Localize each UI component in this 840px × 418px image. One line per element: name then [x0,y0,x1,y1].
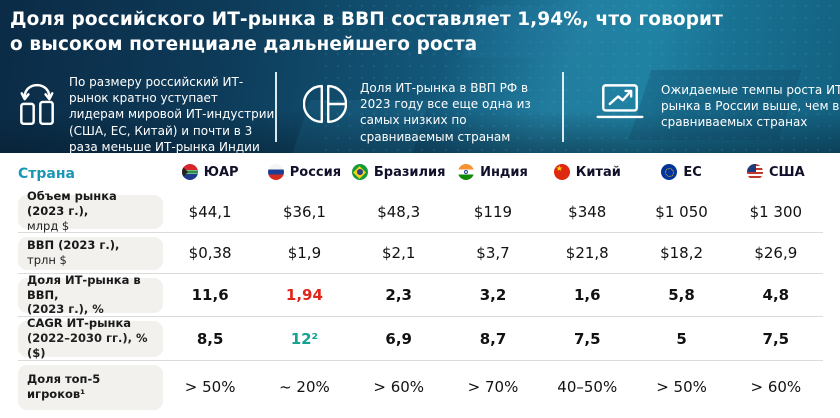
page-title-line2: о высоком потенциале дальнейшего роста [10,34,478,56]
country-header-south-africa: ЮАР [163,164,257,180]
cell-value: $18,2 [660,244,704,262]
cell-value: $21,8 [565,244,609,262]
row-label: Объем рынка (2023 г.), млрд $ [18,189,163,233]
cell-value: 4,8 [762,286,790,304]
callout-text: По размеру российский ИТ-рынок кратно ус… [69,75,275,153]
cell-value: 7,5 [573,329,601,348]
table-row-top5-share: Доля топ-5 игроков¹ > 50% ~ 20% > 60% > … [18,360,823,413]
cell-value: $3,7 [476,244,510,262]
country-header-eu: ЕС [634,164,728,180]
table-row-gdp: ВВП (2023 г.), трлн $ $0,38 $1,9 $2,1 $3… [18,232,823,273]
table-row-market-volume: Объем рынка (2023 г.), млрд $ $44,1 $36,… [18,189,823,233]
cell-value: 11,6 [191,286,229,304]
russia-flag-icon [267,164,284,180]
cell-value: 3,2 [479,286,507,304]
page-title: Доля российского ИТ-рынка в ВВП составля… [0,0,840,57]
country-header-china: Китай [540,164,634,180]
country-header-india: Индия [446,164,540,180]
header-banner: Доля российского ИТ-рынка в ВВП составля… [0,0,840,153]
usa-flag-icon [746,164,763,180]
cell-value: > 70% [467,378,519,396]
cell-value: $1,9 [287,244,322,262]
callout-text: Доля ИТ-рынка в ВВП РФ в 2023 году все е… [360,81,531,144]
cell-value: 2,3 [385,286,412,304]
devices-transfer-icon [18,74,56,153]
laptop-growth-icon [594,82,646,130]
country-header-brazil: Бразилия [351,164,446,180]
row-label: CAGR ИТ-рынка (2022–2030 гг.), % ($) [18,316,163,360]
cell-value: > 60% [373,378,425,396]
cell-value: $2,1 [382,244,416,262]
cell-value: $348 [568,202,607,221]
table-body: Объем рынка (2023 г.), млрд $ $44,1 $36,… [18,189,823,413]
cell-value: 5 [676,329,687,348]
cell-value: 8,5 [196,329,224,348]
row-label: ВВП (2023 г.), трлн $ [18,236,163,270]
cell-value-highlight-red: 1,94 [285,286,323,304]
cell-value: 1,6 [573,286,601,304]
cell-value: $48,3 [377,202,421,221]
cell-value: $1 050 [655,202,708,221]
vertical-divider [275,72,277,143]
brazil-flag-icon [351,164,368,180]
callout-text: Ожидаемые темпы роста ИТ-рынка в России … [661,83,840,130]
row-label: Доля топ-5 игроков¹ [18,364,163,410]
cell-value: 5,8 [668,286,695,304]
comparison-table: Страна ЮАР Россия Бразилия Индия Китай [0,153,840,413]
cell-value: $26,9 [754,244,798,262]
china-flag-icon [553,164,570,180]
key-findings: По размеру российский ИТ-рынок кратно ус… [0,64,840,153]
south-africa-flag-icon [181,164,198,180]
banner-texture [320,0,840,153]
callout-market-size: По размеру российский ИТ-рынок кратно ус… [0,64,275,153]
cell-value: > 50% [184,378,236,396]
cell-value: 8,7 [479,329,507,348]
table-row-it-share-of-gdp: Доля ИТ-рынка в ВВП, (2023 г.), % 11,6 1… [18,273,823,316]
eu-flag-icon [661,164,678,180]
column-header-country: Страна [18,165,75,182]
cell-value: > 50% [656,378,707,396]
cell-value: ~ 20% [279,378,330,396]
table-header-row: Страна ЮАР Россия Бразилия Индия Китай [18,153,823,191]
vertical-divider [562,72,564,143]
table-row-cagr: CAGR ИТ-рынка (2022–2030 гг.), % ($) 8,5… [18,316,823,360]
cell-value: 40–50% [557,378,618,396]
callout-growth-rate: Ожидаемые темпы роста ИТ-рынка в России … [564,64,840,130]
cell-value-highlight-teal: 12² [290,329,319,348]
callout-gdp-share: Доля ИТ-рынка в ВВП РФ в 2023 году все е… [277,64,562,144]
page-title-line1: Доля российского ИТ-рынка в ВВП составля… [10,9,723,30]
cell-value: $119 [473,202,513,221]
row-label: Доля ИТ-рынка в ВВП, (2023 г.), % [18,273,163,316]
cell-value: $36,1 [282,202,326,221]
india-flag-icon [458,164,475,180]
cell-value: $0,38 [188,244,232,262]
cell-value: $1 300 [749,202,803,221]
country-header-usa: США [729,164,823,180]
cell-value: > 60% [750,378,802,396]
cell-value: 6,9 [385,329,412,348]
country-header-russia: Россия [257,164,351,180]
segmented-circle-icon [303,80,347,144]
cell-value: 7,5 [762,329,790,348]
cell-value: $44,1 [188,202,232,221]
